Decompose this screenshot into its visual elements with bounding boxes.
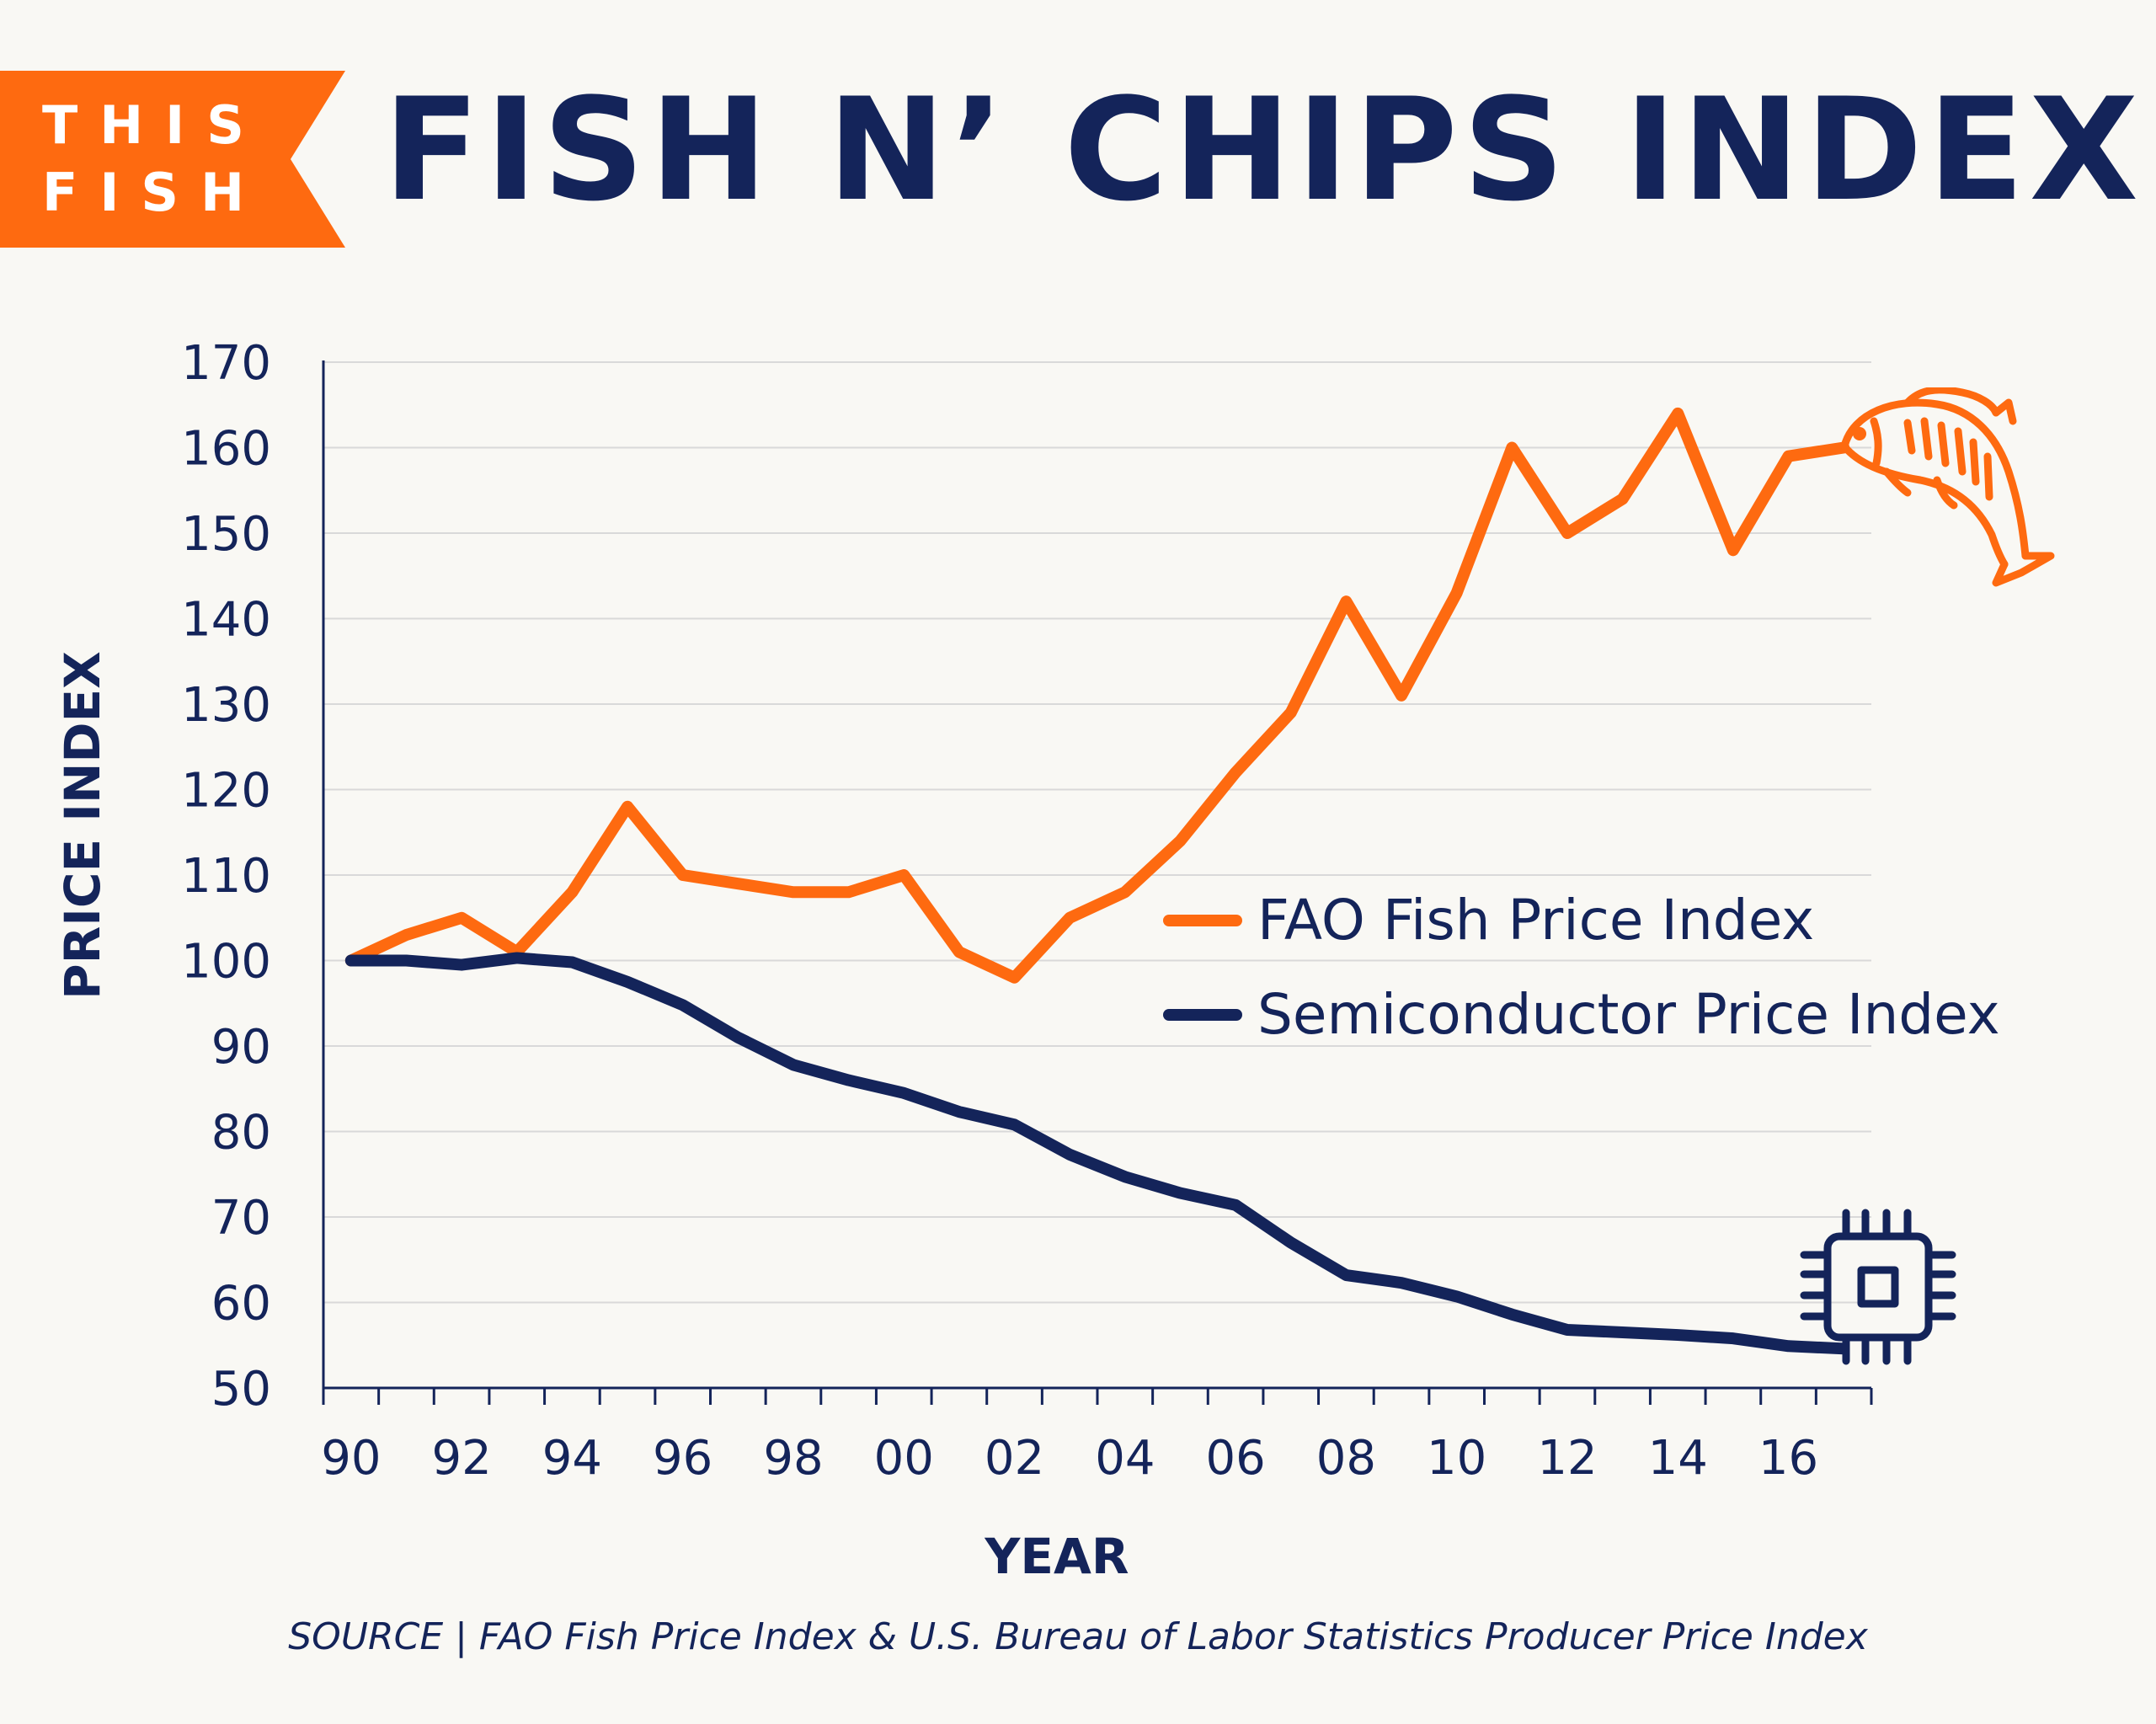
source-note: SOURCE | FAO Fish Price Index & U.S. Bur… <box>288 1615 1868 1658</box>
x-tick-label: 06 <box>1205 1431 1265 1486</box>
y-tick-label: 60 <box>211 1277 271 1332</box>
x-tick-label: 90 <box>321 1431 381 1486</box>
legend-label: FAO Fish Price Index <box>1257 888 1814 953</box>
series-line-fish <box>344 407 1850 984</box>
x-tick-label: 04 <box>1095 1431 1155 1486</box>
series-line-semiconductor <box>344 952 1850 1355</box>
y-tick-label: 160 <box>181 422 271 477</box>
y-tick-label: 80 <box>211 1106 271 1161</box>
x-tick-label: 96 <box>653 1431 712 1486</box>
x-tick-label: 16 <box>1758 1431 1818 1486</box>
y-tick-label: 130 <box>181 678 271 733</box>
logo-text-line-2: FISH <box>42 162 266 223</box>
series-lines <box>344 407 1850 1355</box>
logo-text-line-1: THIS <box>42 94 266 156</box>
x-tick-label: 08 <box>1316 1431 1376 1486</box>
x-tick-label: 98 <box>763 1431 823 1486</box>
y-tick-label: 50 <box>211 1362 271 1417</box>
grid-lines <box>323 361 1871 1304</box>
legend-label: Semiconductor Price Index <box>1257 982 2000 1047</box>
y-tick-label: 120 <box>181 764 271 819</box>
y-tick-label: 70 <box>211 1191 271 1246</box>
legend: FAO Fish Price Index Semiconductor Price … <box>1163 888 2000 1047</box>
x-tick-label: 10 <box>1427 1431 1486 1486</box>
logo-badge: THIS FISH <box>0 71 345 248</box>
axes <box>322 360 1873 1405</box>
logo-shape <box>0 71 345 248</box>
y-tick-label: 100 <box>181 935 271 990</box>
y-tick-label: 90 <box>211 1020 271 1075</box>
y-tick-label: 170 <box>181 336 271 391</box>
microchip-icon <box>1800 1209 1956 1365</box>
y-tick-label: 110 <box>181 849 271 904</box>
chart-title: FISH N’ CHIPS INDEX <box>383 67 2144 232</box>
x-tick-label: 92 <box>431 1431 491 1486</box>
y-tick-label: 140 <box>181 593 271 648</box>
y-axis-title: PRICE INDEX <box>54 651 111 1000</box>
x-tick-label: 02 <box>985 1431 1044 1486</box>
fish-icon <box>1840 387 2055 587</box>
x-tick-label: 12 <box>1537 1431 1597 1486</box>
y-tick-label: 150 <box>181 507 271 562</box>
x-tick-label: 00 <box>874 1431 934 1486</box>
x-axis-title: YEAR <box>984 1528 1129 1585</box>
x-tick-label: 14 <box>1648 1431 1708 1486</box>
tick-labels: 50 60 70 80 90 100 110 120 130 140 150 160 170 90 92 94… <box>181 336 1818 1486</box>
x-tick-label: 94 <box>542 1431 602 1486</box>
